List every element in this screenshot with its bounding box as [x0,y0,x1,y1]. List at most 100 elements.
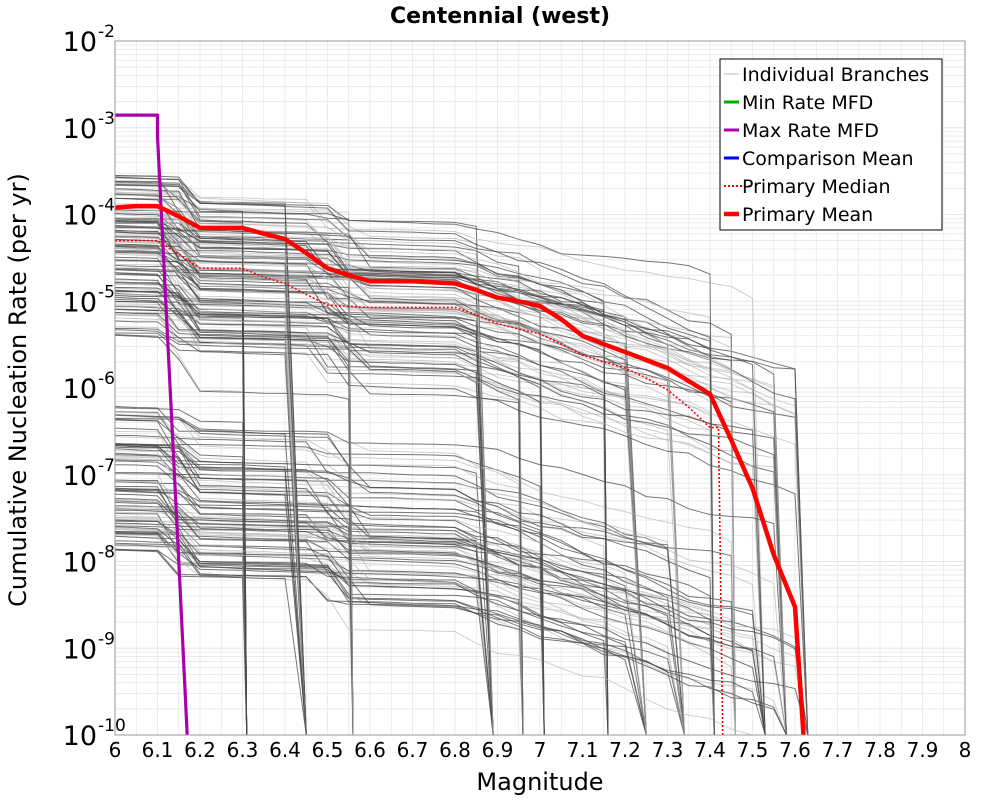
legend-label: Min Rate MFD [742,92,873,114]
y-tick-label: 10 [63,27,97,58]
branch-line [115,184,715,735]
branch-line [115,497,354,735]
branch-line [115,509,766,735]
branch-line [115,535,787,735]
y-tick-exponent: -5 [98,282,115,302]
branch-line [115,326,248,735]
x-tick-label: 6.2 [184,738,216,762]
branch-line [115,226,787,735]
x-tick-label: 6.1 [142,738,174,762]
branch-line [115,176,736,735]
x-tick-label: 6.7 [397,738,429,762]
branch-line [115,194,354,735]
branch-line [115,301,524,735]
branch-line [115,417,524,735]
branch-line [115,507,715,735]
x-tick-label: 7.7 [822,738,854,762]
branch-line [115,490,736,735]
branch-line [115,526,787,735]
branch-line [115,544,248,735]
branch-line [115,493,494,735]
branch-line [115,246,647,735]
branch-line [115,454,248,735]
branch-line [115,487,545,735]
branch-line [115,434,248,735]
branch-line [115,183,766,735]
y-tick-label: 10 [63,201,97,232]
branch-line [115,259,545,735]
branch-line [115,296,766,735]
branch-line [115,175,494,735]
branch-line [115,517,524,735]
x-tick-label: 7.8 [864,738,896,762]
legend-label: Comparison Mean [742,148,914,170]
branch-line [115,222,685,735]
branch-line [115,532,766,735]
branch-line [115,411,524,735]
x-axis-ticks: 6 6.1 6.2 6.3 6.4 6.5 6.6 6.7 6.8 6.9 7 7.1 7.2 7.3 7.… [109,738,972,762]
legend-label: Primary Mean [742,204,873,226]
branch-line [115,542,609,735]
x-tick-label: 6.8 [439,738,471,762]
x-axis-label: Magnitude [476,768,603,796]
branch-line [115,180,524,735]
branch-line [115,505,809,735]
branch-line [115,532,685,735]
branch-line [115,418,307,735]
branch-line [115,301,647,735]
y-tick-label: 10 [63,548,97,579]
y-tick-label: 10 [63,721,97,752]
branch-line [115,217,809,735]
branch-line [115,511,766,735]
legend-box [719,58,943,231]
branch-line [115,506,248,735]
branch-line [115,320,354,735]
y-tick-label: 10 [63,634,97,665]
series-layer [115,113,806,735]
branch-line [115,217,647,735]
branch-line [115,334,307,735]
branch-line [115,308,787,735]
branch-line [115,219,307,735]
y-axis-label: Cumulative Nucleation Rate (per yr) [4,173,32,607]
y-tick-exponent: -3 [98,109,115,129]
branch-line [115,298,545,735]
y-tick-label: 10 [63,374,97,405]
x-tick-label: 7.3 [652,738,684,762]
branch-line [115,460,685,735]
branch-line [115,278,354,735]
x-tick-label: 7.6 [779,738,811,762]
branch-line [115,182,494,735]
x-tick-label: 8 [959,738,972,762]
legend-label: Individual Branches [742,64,929,86]
x-tick-label: 7.4 [694,738,726,762]
branch-line [115,414,787,735]
max-rate-mfd-line [115,113,189,735]
branch-line [115,332,809,735]
branch-line [115,208,736,735]
y-tick-label: 10 [63,287,97,318]
branch-line [115,236,307,735]
y-tick-exponent: -4 [98,196,115,216]
x-tick-label: 6.9 [482,738,514,762]
y-tick-label: 10 [63,461,97,492]
branch-line [115,236,494,735]
branch-line [115,243,248,735]
y-tick-exponent: -6 [98,369,115,389]
branch-line [115,247,809,735]
branch-line [115,528,685,735]
branch-line [115,419,685,735]
branch-line [115,192,787,735]
branch-line [115,407,248,735]
branch-line [115,282,307,735]
primary-median-line [115,239,724,735]
y-tick-exponent: -2 [98,22,115,42]
y-tick-label: 10 [63,114,97,145]
x-tick-label: 7.9 [907,738,939,762]
branch-line [115,218,766,735]
branch-line [115,268,354,735]
branch-line [115,305,715,735]
branch-line [115,282,494,735]
branch-line [115,329,494,735]
